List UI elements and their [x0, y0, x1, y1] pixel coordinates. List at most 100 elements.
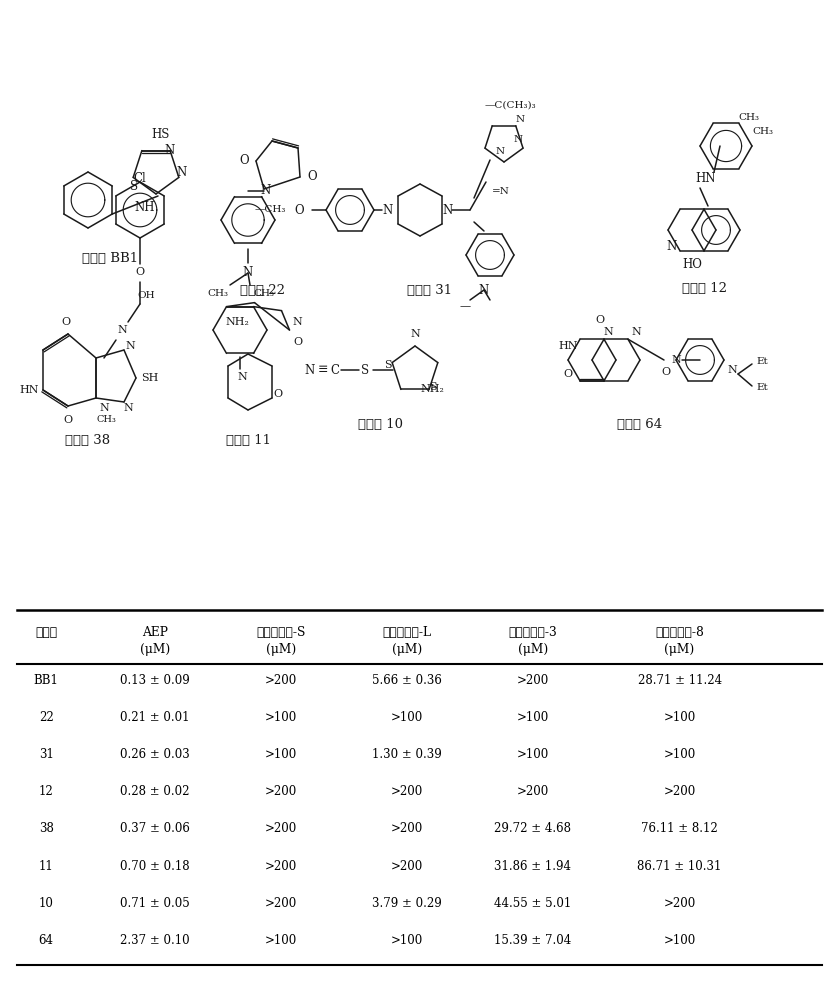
Text: 0.71 ± 0.05: 0.71 ± 0.05 — [120, 897, 190, 910]
Text: O: O — [294, 204, 304, 217]
Text: O: O — [274, 389, 283, 399]
Text: HO: HO — [682, 257, 702, 270]
Text: —C(CH₃)₃: —C(CH₃)₃ — [484, 101, 536, 109]
Text: N: N — [261, 184, 271, 198]
Text: N: N — [305, 363, 315, 376]
Text: HN: HN — [19, 385, 39, 395]
Text: 44.55 ± 5.01: 44.55 ± 5.01 — [494, 897, 571, 910]
Text: O: O — [135, 267, 144, 277]
Text: O: O — [307, 170, 317, 184]
Text: NH: NH — [134, 201, 154, 214]
Text: Cl: Cl — [133, 172, 146, 184]
Text: >100: >100 — [265, 711, 297, 724]
Text: N: N — [443, 204, 453, 217]
Text: SH: SH — [141, 373, 159, 383]
Text: 0.21 ± 0.01: 0.21 ± 0.01 — [121, 711, 190, 724]
Text: 31.86 ± 1.94: 31.86 ± 1.94 — [494, 859, 571, 872]
Text: 化合物 12: 化合物 12 — [682, 282, 727, 294]
Text: >200: >200 — [391, 859, 423, 872]
Text: N: N — [410, 329, 420, 339]
Text: 64: 64 — [39, 934, 54, 947]
Text: >100: >100 — [265, 748, 297, 761]
Text: CH₃: CH₃ — [96, 416, 116, 424]
Text: Et: Et — [756, 383, 768, 392]
Text: 组织蛋白酶-S: 组织蛋白酶-S — [257, 626, 305, 639]
Text: >200: >200 — [265, 822, 297, 835]
Text: N: N — [125, 341, 135, 351]
Text: N: N — [513, 135, 523, 144]
Text: 组织蛋白酶-L: 组织蛋白酶-L — [383, 626, 431, 639]
Text: —CH₃: —CH₃ — [254, 205, 286, 214]
Text: >200: >200 — [265, 785, 297, 798]
Text: (μM): (μM) — [518, 644, 548, 656]
Text: O: O — [661, 367, 670, 377]
Text: —: — — [460, 301, 471, 311]
Text: BB1: BB1 — [34, 674, 59, 686]
Text: 1.30 ± 0.39: 1.30 ± 0.39 — [372, 748, 442, 761]
Text: >100: >100 — [391, 711, 423, 724]
Text: N: N — [293, 317, 302, 327]
Text: 5.66 ± 0.36: 5.66 ± 0.36 — [372, 674, 442, 686]
Text: N: N — [727, 365, 737, 375]
Text: 0.13 ± 0.09: 0.13 ± 0.09 — [120, 674, 190, 686]
Text: O: O — [293, 337, 302, 347]
Text: >200: >200 — [265, 674, 297, 686]
Text: N: N — [515, 115, 524, 124]
Text: 28.71 ± 11.24: 28.71 ± 11.24 — [638, 674, 722, 686]
Text: NH₂: NH₂ — [421, 384, 445, 394]
Text: 38: 38 — [39, 822, 54, 835]
Text: >100: >100 — [664, 748, 696, 761]
Text: 化合物 31: 化合物 31 — [408, 284, 452, 296]
Text: 86.71 ± 10.31: 86.71 ± 10.31 — [638, 859, 722, 872]
Text: 0.26 ± 0.03: 0.26 ± 0.03 — [120, 748, 190, 761]
Text: >200: >200 — [517, 674, 549, 686]
Text: >200: >200 — [664, 785, 696, 798]
Text: (μM): (μM) — [664, 644, 695, 656]
Text: N: N — [237, 372, 247, 382]
Text: O: O — [239, 154, 249, 167]
Text: HN: HN — [696, 172, 717, 184]
Text: 11: 11 — [39, 859, 54, 872]
Text: 化合物 22: 化合物 22 — [241, 284, 285, 296]
Text: 化合物 11: 化合物 11 — [226, 434, 270, 446]
Text: 化合物 64: 化合物 64 — [618, 418, 663, 432]
Text: 化合物 38: 化合物 38 — [65, 434, 111, 446]
Text: CH₃: CH₃ — [752, 126, 773, 135]
Text: >200: >200 — [391, 822, 423, 835]
Text: >100: >100 — [664, 711, 696, 724]
Text: O: O — [596, 315, 605, 325]
Text: Et: Et — [756, 358, 768, 366]
Text: N: N — [165, 143, 175, 156]
Text: 10: 10 — [39, 897, 54, 910]
Text: (μM): (μM) — [266, 644, 296, 656]
Text: 12: 12 — [39, 785, 54, 798]
Text: CH₃: CH₃ — [207, 288, 228, 298]
Text: 76.11 ± 8.12: 76.11 ± 8.12 — [641, 822, 718, 835]
Text: O: O — [61, 317, 70, 327]
Text: N: N — [603, 327, 612, 337]
Text: AEP: AEP — [143, 626, 168, 639]
Text: N: N — [667, 239, 677, 252]
Text: 0.70 ± 0.18: 0.70 ± 0.18 — [121, 859, 190, 872]
Text: O: O — [64, 415, 72, 425]
Text: N: N — [177, 165, 187, 178]
Text: S: S — [430, 382, 437, 392]
Text: HS: HS — [152, 127, 170, 140]
Text: 2.37 ± 0.10: 2.37 ± 0.10 — [121, 934, 190, 947]
Text: >200: >200 — [265, 897, 297, 910]
Text: >100: >100 — [517, 748, 549, 761]
Text: 化合物: 化合物 — [35, 626, 57, 639]
Text: NH₂: NH₂ — [225, 317, 249, 327]
Text: N: N — [242, 266, 253, 279]
Text: N: N — [383, 204, 393, 217]
Text: >200: >200 — [265, 859, 297, 872]
Text: N: N — [99, 403, 109, 413]
Text: >200: >200 — [664, 897, 696, 910]
Text: >200: >200 — [517, 785, 549, 798]
Text: N: N — [496, 147, 504, 156]
Text: >100: >100 — [664, 934, 696, 947]
Text: 化合物 10: 化合物 10 — [357, 418, 403, 432]
Text: N: N — [123, 403, 133, 413]
Text: O: O — [564, 369, 572, 379]
Text: >100: >100 — [391, 934, 423, 947]
